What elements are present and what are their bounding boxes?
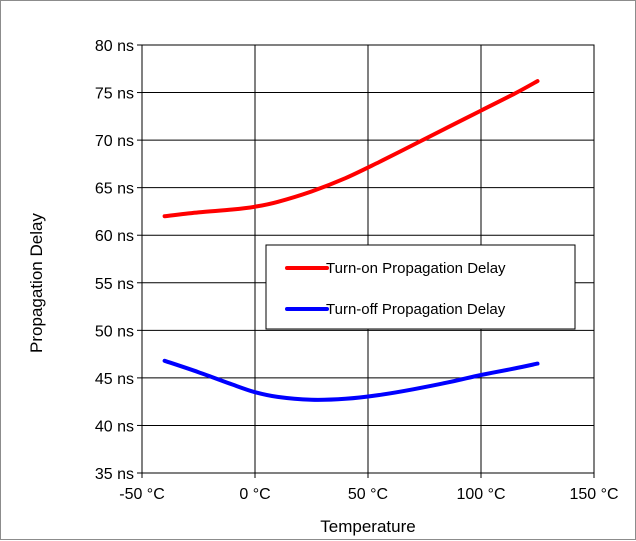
y-tick-label: 50 ns xyxy=(95,323,134,340)
tick-labels: 35 ns 40 ns 45 ns 50 ns 55 ns 60 ns 65 ns 70 ns… xyxy=(95,38,619,503)
turn-on-delay-line xyxy=(162,79,540,219)
x-tick-label: -50 °C xyxy=(119,486,165,503)
y-axis-title: Propagation Delay xyxy=(27,213,46,353)
y-tick-label: 55 ns xyxy=(95,276,134,293)
series-lines xyxy=(162,79,540,402)
turn-off-delay-line xyxy=(162,358,540,402)
legend-label-turn-on: Turn-on Propagation Delay xyxy=(326,260,506,277)
legend: Turn-on Propagation Delay Turn-off Propag… xyxy=(265,244,576,330)
legend-label-turn-off: Turn-off Propagation Delay xyxy=(326,301,506,318)
legend-box xyxy=(265,244,576,330)
x-tick-label: 0 °C xyxy=(239,486,270,503)
x-tick-label: 150 °C xyxy=(569,486,618,503)
y-tick-label: 40 ns xyxy=(95,418,134,435)
plot-border xyxy=(141,44,595,474)
y-tick-label: 35 ns xyxy=(95,466,134,483)
x-tick-label: 100 °C xyxy=(456,486,505,503)
x-tick-label: 50 °C xyxy=(348,486,388,503)
y-tick-label: 70 ns xyxy=(95,133,134,150)
y-tick-label: 45 ns xyxy=(95,371,134,388)
y-tick-label: 65 ns xyxy=(95,181,134,198)
y-tick-label: 60 ns xyxy=(95,228,134,245)
y-tick-label: 75 ns xyxy=(95,86,134,103)
x-axis-title: Temperature xyxy=(320,517,415,536)
axes xyxy=(137,44,595,478)
y-tick-label: 80 ns xyxy=(95,38,134,55)
